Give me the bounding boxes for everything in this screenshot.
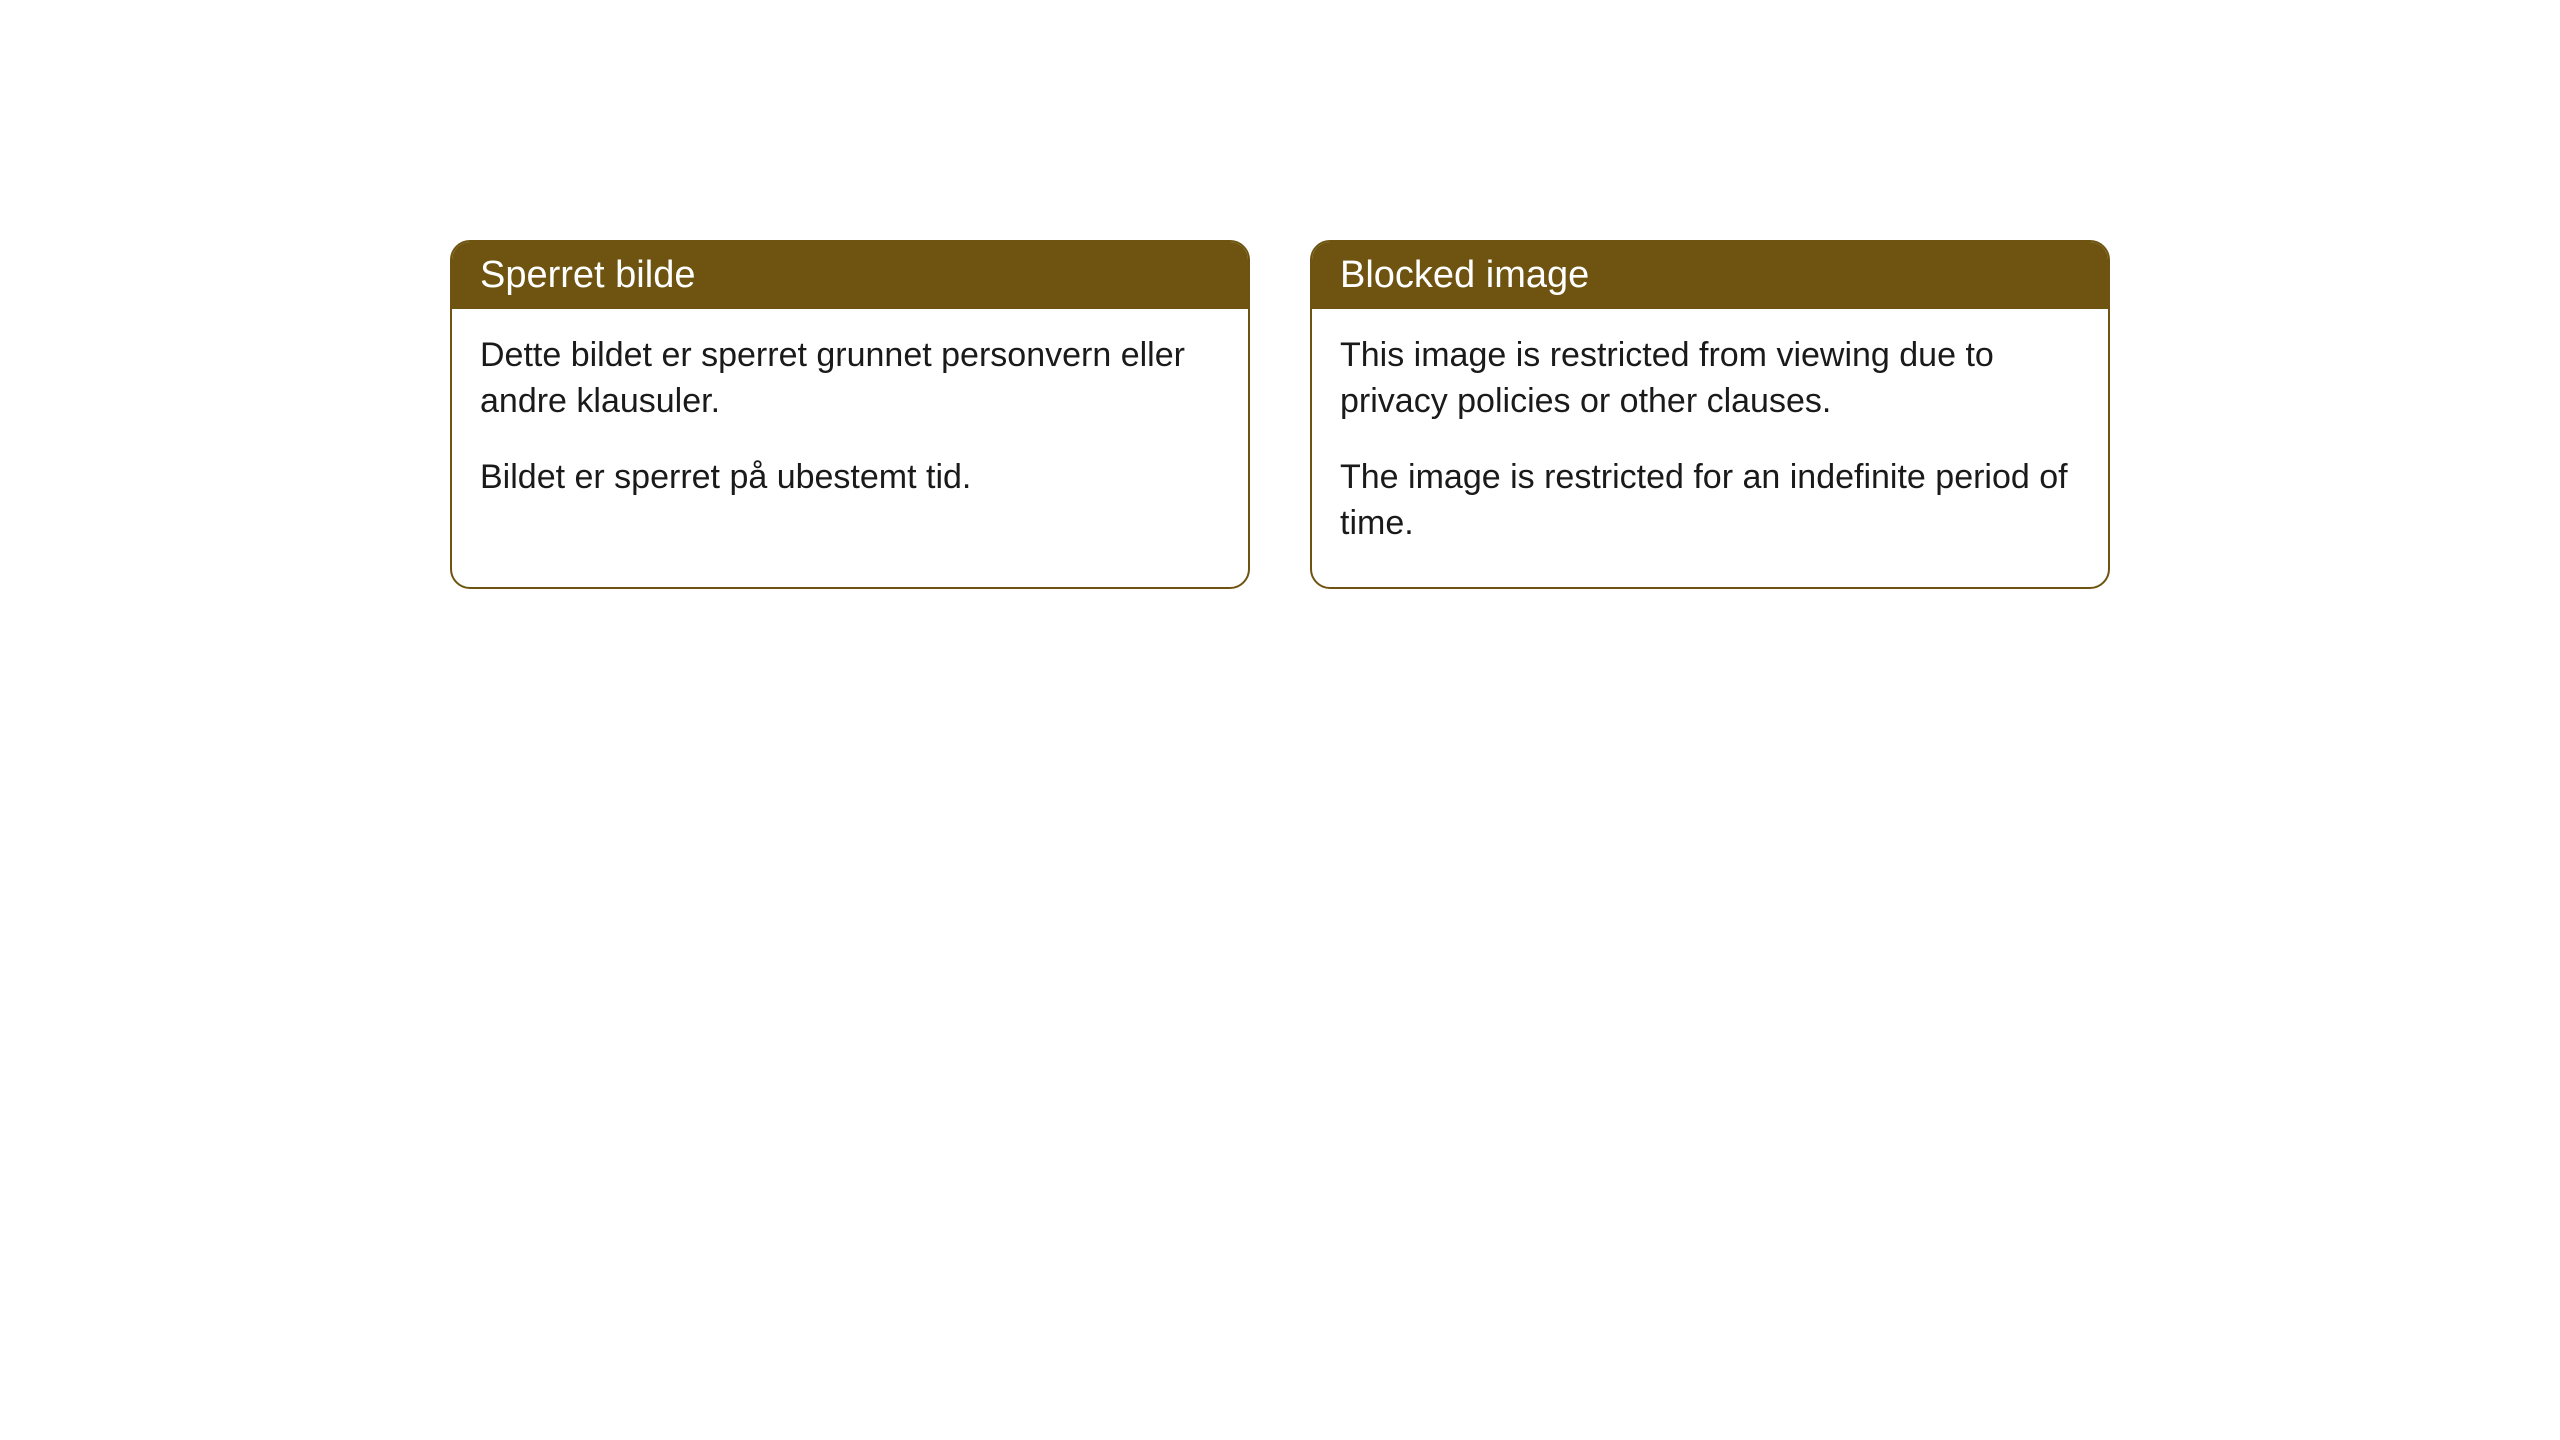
blocked-image-card-en: Blocked image This image is restricted f… (1310, 240, 2110, 589)
card-title: Blocked image (1340, 254, 1589, 296)
card-paragraph: This image is restricted from viewing du… (1340, 333, 2080, 425)
notice-cards-container: Sperret bilde Dette bildet er sperret gr… (450, 240, 2110, 589)
card-header-en: Blocked image (1312, 242, 2108, 309)
card-paragraph: Dette bildet er sperret grunnet personve… (480, 333, 1220, 425)
blocked-image-card-no: Sperret bilde Dette bildet er sperret gr… (450, 240, 1250, 589)
card-paragraph: Bildet er sperret på ubestemt tid. (480, 455, 1220, 501)
card-title: Sperret bilde (480, 254, 695, 296)
card-body-en: This image is restricted from viewing du… (1312, 309, 2108, 587)
card-body-no: Dette bildet er sperret grunnet personve… (452, 309, 1248, 541)
card-header-no: Sperret bilde (452, 242, 1248, 309)
card-paragraph: The image is restricted for an indefinit… (1340, 455, 2080, 547)
